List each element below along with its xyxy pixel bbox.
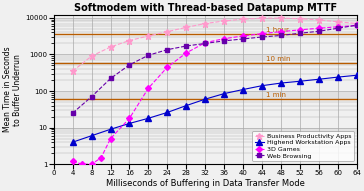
Business Productivity Apps xyxy=(71,70,75,72)
Title: Softmodem with Thread-based Datapump MTTF: Softmodem with Thread-based Datapump MTT… xyxy=(74,3,337,13)
3D Games xyxy=(90,163,94,165)
Web Browsing xyxy=(317,30,321,32)
Y-axis label: Mean Time in Seconds
to Buffer Underrun: Mean Time in Seconds to Buffer Underrun xyxy=(3,47,22,132)
Business Productivity Apps xyxy=(260,17,264,19)
Business Productivity Apps xyxy=(298,18,302,20)
Highend Workstation Apps xyxy=(127,122,132,125)
3D Games xyxy=(298,29,302,31)
3D Games xyxy=(241,35,245,37)
Highend Workstation Apps xyxy=(146,117,151,119)
Highend Workstation Apps xyxy=(336,76,340,78)
Business Productivity Apps xyxy=(336,21,340,23)
Highend Workstation Apps xyxy=(90,135,94,137)
Highend Workstation Apps xyxy=(298,80,302,82)
Business Productivity Apps xyxy=(317,19,321,21)
Web Browsing xyxy=(279,34,283,37)
Highend Workstation Apps xyxy=(108,128,113,130)
Business Productivity Apps xyxy=(165,31,170,33)
Business Productivity Apps xyxy=(241,18,245,20)
Text: 10 min: 10 min xyxy=(266,56,290,62)
Highend Workstation Apps xyxy=(355,74,359,76)
3D Games xyxy=(99,157,103,159)
3D Games xyxy=(146,87,151,89)
Business Productivity Apps xyxy=(146,35,151,37)
Business Productivity Apps xyxy=(203,22,207,25)
Business Productivity Apps xyxy=(184,26,189,28)
3D Games xyxy=(260,32,264,35)
Web Browsing xyxy=(260,36,264,38)
Web Browsing xyxy=(146,54,151,56)
Line: Web Browsing: Web Browsing xyxy=(71,23,359,115)
3D Games xyxy=(127,117,132,119)
Highend Workstation Apps xyxy=(260,85,264,87)
3D Games xyxy=(222,37,226,40)
X-axis label: Milliseconds of Buffering in Data Transfer Mode: Milliseconds of Buffering in Data Transf… xyxy=(106,179,305,188)
Web Browsing xyxy=(184,45,189,47)
3D Games xyxy=(108,138,113,140)
Web Browsing xyxy=(203,42,207,45)
Highend Workstation Apps xyxy=(241,88,245,91)
3D Games xyxy=(279,31,283,33)
Web Browsing xyxy=(222,40,226,42)
3D Games xyxy=(165,66,170,68)
Web Browsing xyxy=(90,96,94,98)
Legend: Business Productivity Apps, Highend Workstation Apps, 3D Games, Web Browsing: Business Productivity Apps, Highend Work… xyxy=(252,131,354,161)
Web Browsing xyxy=(71,112,75,114)
Highend Workstation Apps xyxy=(279,82,283,84)
3D Games xyxy=(336,26,340,28)
Business Productivity Apps xyxy=(127,39,132,42)
Business Productivity Apps xyxy=(90,55,94,57)
Highend Workstation Apps xyxy=(165,111,170,114)
Web Browsing xyxy=(241,38,245,40)
3D Games xyxy=(317,27,321,29)
Web Browsing xyxy=(298,32,302,34)
Highend Workstation Apps xyxy=(71,141,75,143)
3D Games xyxy=(355,24,359,27)
Highend Workstation Apps xyxy=(184,104,189,107)
Web Browsing xyxy=(336,27,340,29)
Highend Workstation Apps xyxy=(317,78,321,80)
Highend Workstation Apps xyxy=(203,98,207,100)
Line: Business Productivity Apps: Business Productivity Apps xyxy=(69,15,360,74)
Business Productivity Apps xyxy=(279,17,283,19)
Web Browsing xyxy=(108,77,113,80)
Line: 3D Games: 3D Games xyxy=(71,23,359,166)
3D Games xyxy=(184,52,189,54)
Web Browsing xyxy=(165,49,170,51)
3D Games xyxy=(80,163,84,165)
3D Games xyxy=(203,41,207,44)
Text: 1 hour: 1 hour xyxy=(266,27,289,33)
3D Games xyxy=(71,160,75,162)
Business Productivity Apps xyxy=(108,46,113,48)
Highend Workstation Apps xyxy=(222,92,226,95)
Web Browsing xyxy=(355,24,359,26)
Text: 1 min: 1 min xyxy=(266,92,286,98)
Web Browsing xyxy=(127,64,132,66)
Line: Highend Workstation Apps: Highend Workstation Apps xyxy=(70,72,360,145)
Business Productivity Apps xyxy=(355,22,359,25)
Business Productivity Apps xyxy=(222,20,226,22)
